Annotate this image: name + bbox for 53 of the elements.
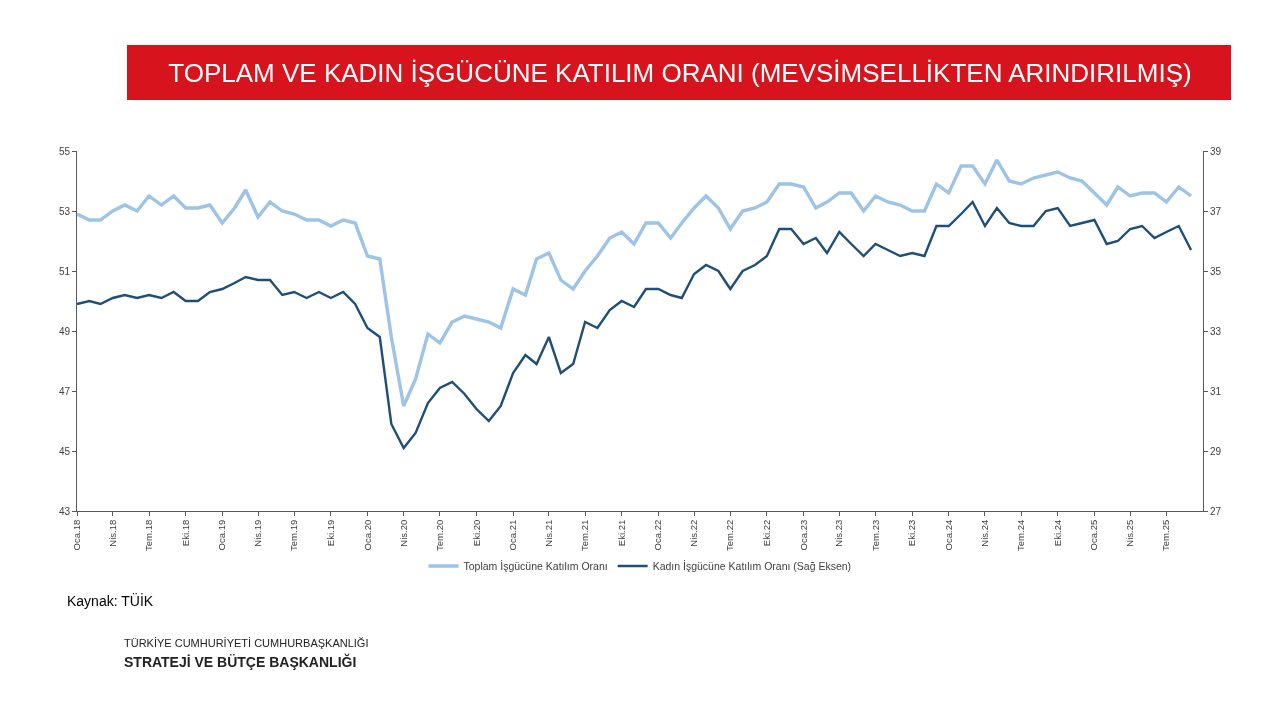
legend-label: Kadın İşgücüne Katılım Oranı (Sağ Eksen) bbox=[652, 560, 852, 573]
x-tick-label: Eki.20 bbox=[470, 519, 482, 547]
x-tick-label: Nis.19 bbox=[252, 519, 264, 547]
x-tick-label: Nis.23 bbox=[833, 519, 845, 547]
y2-tick-label: 31 bbox=[1210, 385, 1222, 397]
x-tick-label: Eki.24 bbox=[1051, 519, 1063, 547]
x-tick-label: Nis.20 bbox=[397, 519, 409, 547]
y-tick-label: 43 bbox=[58, 505, 71, 517]
y-tick-label: 53 bbox=[58, 205, 71, 217]
x-tick-label: Tem.23 bbox=[869, 519, 881, 551]
x-tick-label: Eki.23 bbox=[906, 519, 918, 547]
y-tick-label: 47 bbox=[58, 385, 71, 397]
x-tick-label: Tem.18 bbox=[143, 519, 155, 551]
chart-title: TOPLAM VE KADIN İŞGÜCÜNE KATILIM ORANI (MEVSİMSELLİKTEN ARINDIRILMIŞ) bbox=[168, 58, 1192, 89]
y2-tick-label: 39 bbox=[1210, 145, 1222, 157]
x-tick-label: Tem.20 bbox=[433, 519, 445, 551]
y2-tick-label: 29 bbox=[1210, 445, 1222, 457]
x-tick-label: Oca.19 bbox=[216, 519, 228, 551]
x-tick-label: Eki.21 bbox=[615, 519, 627, 547]
x-tick-label: Tem.22 bbox=[724, 519, 736, 551]
x-tick-label: Oca.25 bbox=[1088, 519, 1100, 551]
y-tick-label: 45 bbox=[58, 445, 71, 457]
x-tick-label: Nis.24 bbox=[979, 519, 991, 547]
x-tick-label: Oca.24 bbox=[942, 519, 954, 551]
text: TÜRKİYE CUMHURİYETİ CUMHURBAŞKANLIĞI bbox=[124, 637, 369, 649]
text: STRATEJİ VE BÜTÇE BAŞKANLIĞI bbox=[124, 653, 357, 670]
x-tick-label: Oca.20 bbox=[361, 519, 373, 551]
x-tick-label: Oca.18 bbox=[71, 519, 83, 551]
x-tick-label: Tem.24 bbox=[1015, 519, 1027, 551]
y-tick-label: 55 bbox=[58, 145, 71, 157]
x-tick-label: Oca.22 bbox=[652, 519, 664, 551]
legend-label: Toplam İşgücüne Katılım Oranı bbox=[463, 560, 608, 573]
x-tick-label: Nis.18 bbox=[106, 519, 118, 547]
y-tick-label: 49 bbox=[58, 325, 71, 337]
y-tick-label: 51 bbox=[58, 265, 71, 277]
x-tick-label: Eki.22 bbox=[761, 519, 773, 547]
x-tick-label: Tem.25 bbox=[1160, 519, 1172, 551]
line-series bbox=[77, 200, 1193, 450]
x-tick-label: Nis.25 bbox=[1124, 519, 1136, 547]
y2-tick-label: 27 bbox=[1210, 505, 1222, 517]
x-tick-label: Oca.21 bbox=[507, 519, 519, 551]
x-tick-label: Eki.19 bbox=[324, 519, 336, 547]
text: Kaynak: TÜİK bbox=[67, 592, 154, 609]
x-tick-label: Tem.19 bbox=[288, 519, 300, 551]
x-tick-label: Nis.21 bbox=[542, 519, 554, 547]
x-tick-label: Oca.23 bbox=[797, 519, 809, 551]
y2-tick-label: 35 bbox=[1210, 265, 1222, 277]
line-series bbox=[77, 158, 1193, 408]
x-tick-label: Nis.22 bbox=[688, 519, 700, 547]
y2-tick-label: 33 bbox=[1210, 325, 1222, 337]
x-tick-label: Tem.21 bbox=[579, 519, 591, 551]
y2-tick-label: 37 bbox=[1210, 205, 1222, 217]
x-tick-label: Eki.18 bbox=[179, 519, 191, 547]
